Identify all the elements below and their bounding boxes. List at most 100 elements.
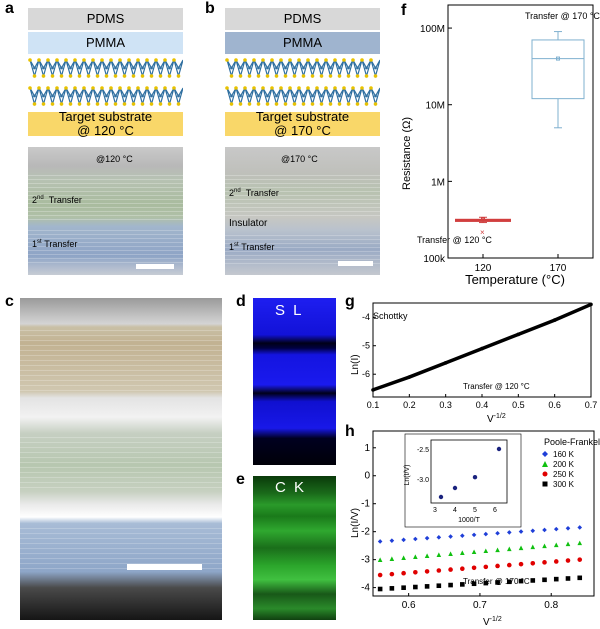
data-point: [565, 558, 571, 563]
second-text: Transfer: [245, 188, 279, 198]
metal-atom: [123, 94, 126, 98]
metal-atom: [311, 94, 314, 98]
metal-atom: [284, 66, 287, 70]
y-axis-label: Ln(I): [350, 354, 361, 375]
sulfur-atom: [82, 86, 86, 90]
sulfur-atom: [86, 74, 91, 78]
sulfur-atom: [247, 102, 252, 106]
data-point: [448, 551, 453, 557]
sulfur-atom: [360, 58, 364, 62]
sulfur-atom: [355, 102, 360, 106]
sulfur-atom: [373, 74, 378, 78]
metal-atom: [150, 94, 153, 98]
second-sup: nd: [234, 188, 241, 194]
annotation-170: Transfer @ 170 °C: [525, 11, 600, 21]
pmma-layer: PMMA: [225, 32, 380, 54]
data-point: [506, 579, 512, 585]
pmma-label: PMMA: [283, 35, 322, 50]
metal-atom: [96, 94, 99, 98]
map-label-c: C K: [275, 479, 307, 496]
tem-image-c: [20, 298, 222, 620]
sulfur-atom: [131, 102, 136, 106]
sulfur-atom: [261, 86, 265, 90]
sulfur-atom: [100, 86, 104, 90]
sulfur-atom: [55, 58, 59, 62]
sulfur-atom: [176, 102, 181, 106]
data-point: [448, 582, 453, 588]
data-point: [377, 539, 383, 544]
y-tick-label: 1: [364, 443, 370, 454]
x-tick-label: 0.6: [402, 600, 416, 611]
second-text: Transfer: [48, 195, 82, 205]
substrate-label: Target substrate: [255, 109, 350, 124]
metal-atom: [320, 66, 323, 70]
y-tick-label: -1: [361, 499, 370, 510]
metal-atom: [257, 66, 260, 70]
first-num: 1: [229, 242, 235, 252]
y-tick-label: -2: [361, 527, 370, 538]
sulfur-atom: [238, 74, 243, 78]
sulfur-atom: [158, 102, 163, 106]
tem-temp-label: @120 °C: [96, 154, 133, 164]
sulfur-atom: [113, 74, 118, 78]
sulfur-atom: [252, 58, 256, 62]
sulfur-atom: [32, 74, 37, 78]
sulfur-atom: [373, 102, 378, 106]
substrate-temp: @ 120 °C: [77, 123, 134, 138]
inset-data-point: [452, 485, 458, 491]
sulfur-atom: [324, 86, 328, 90]
sulfur-atom: [145, 58, 149, 62]
sulfur-atom: [238, 102, 243, 106]
data-point: [518, 545, 524, 551]
data-point: [565, 526, 571, 531]
inset-y-tick-label: -3.0: [417, 477, 429, 484]
metal-atom: [329, 94, 332, 98]
chart-title: Schottky: [373, 311, 408, 321]
data-point: [460, 582, 465, 587]
x-axis-label: Temperature (°C): [465, 272, 565, 287]
data-point: [483, 531, 489, 537]
plot-frame: [447, 4, 594, 259]
data-point: [542, 543, 547, 549]
data-point: [471, 581, 477, 587]
sulfur-atom: [301, 74, 306, 78]
metal-atom: [257, 94, 260, 98]
sulfur-atom: [243, 86, 247, 90]
chart-title: Poole-Frankel: [544, 437, 600, 447]
annotation: Transfer @ 120 °C: [463, 382, 530, 391]
metal-atom: [159, 94, 162, 98]
data-point: [424, 584, 430, 589]
data-point: [552, 318, 557, 322]
schematic-a: PDMS PMMA Target substrate @ 120 °C: [28, 8, 183, 138]
metal-atom: [302, 66, 305, 70]
sulfur-atom: [127, 58, 131, 62]
data-point: [506, 530, 512, 535]
first-transfer-label: 1st Transfer: [32, 239, 77, 249]
metal-atom: [320, 94, 323, 98]
y-tick-label: 100M: [420, 24, 445, 35]
data-point: [495, 580, 500, 585]
sulfur-atom: [315, 86, 319, 90]
pdms-layer: PDMS: [225, 8, 380, 30]
data-point: [436, 583, 442, 589]
sulfur-atom: [346, 74, 351, 78]
metal-atom: [365, 94, 368, 98]
legend-marker: [542, 451, 548, 457]
metal-atom: [284, 94, 287, 98]
first-transfer-label: 1st Transfer: [229, 242, 274, 252]
sulfur-atom: [306, 58, 310, 62]
data-point: [413, 570, 418, 575]
sulfur-atom: [270, 86, 274, 90]
data-point: [577, 557, 583, 562]
sulfur-atom: [279, 86, 283, 90]
substrate-temp: @ 170 °C: [274, 123, 331, 138]
data-point: [389, 538, 395, 543]
metal-atom: [168, 94, 171, 98]
metal-atom: [356, 94, 359, 98]
scale-bar: [136, 264, 174, 269]
data-point: [553, 526, 559, 532]
sulfur-atom: [41, 74, 46, 78]
substrate-layer: Target substrate @ 170 °C: [225, 109, 380, 138]
panel-label-b: b: [205, 0, 215, 17]
metal-atom: [69, 66, 72, 70]
